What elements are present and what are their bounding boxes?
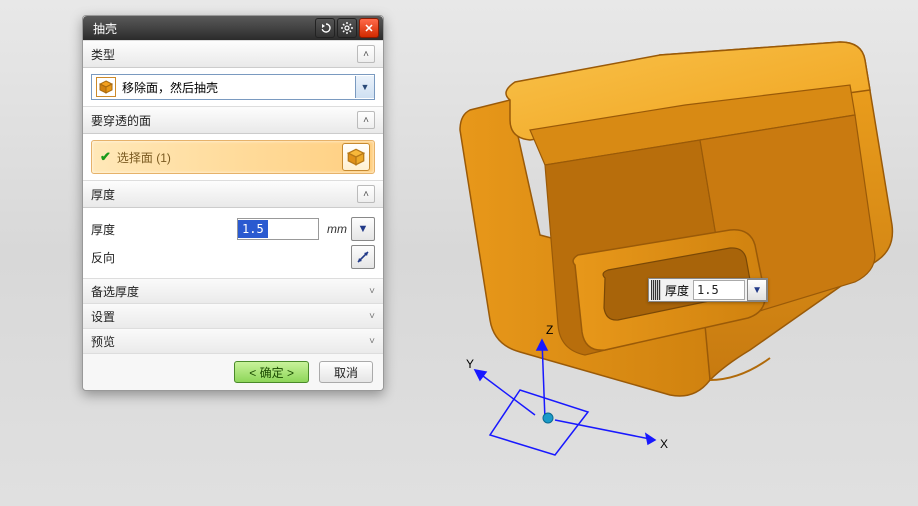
float-thickness-value[interactable]: 1.5	[693, 280, 745, 300]
reverse-label: 反向	[91, 249, 161, 266]
close-icon[interactable]: ✕	[359, 18, 379, 38]
drag-grip-icon[interactable]	[651, 280, 661, 300]
dialog-button-bar: < 确定 > 取消	[83, 353, 383, 390]
section-type-body: 移除面，然后抽壳 ▼	[83, 68, 383, 106]
axis-y-label: Y	[466, 357, 474, 371]
chevron-down-icon: ˅	[369, 336, 375, 347]
chevron-up-icon[interactable]: ˄	[357, 185, 375, 203]
face-selection-label: 选择面 (1)	[117, 149, 342, 166]
float-thickness-dropdown[interactable]: ▼	[747, 279, 767, 301]
face-selection-row[interactable]: ✔ 选择面 (1)	[91, 140, 375, 174]
section-faces-label: 要穿透的面	[91, 112, 357, 129]
cube-icon	[96, 77, 116, 97]
section-settings-label: 设置	[91, 308, 369, 325]
section-thickness-header[interactable]: 厚度 ˄	[83, 180, 383, 208]
axes-triad: X Y Z	[460, 320, 680, 470]
undo-icon[interactable]	[315, 18, 335, 38]
face-select-button[interactable]	[342, 143, 370, 171]
section-faces-body: ✔ 选择面 (1)	[83, 134, 383, 180]
float-thickness-label: 厚度	[665, 282, 689, 299]
reverse-direction-button[interactable]	[351, 245, 375, 269]
shell-dialog: 抽壳 ✕ 类型 ˄ 移除面，然后抽壳 ▼ 要穿透的面 ˄ ✔ 选择面 (1)	[82, 15, 384, 391]
thickness-float-tag[interactable]: 厚度 1.5 ▼	[648, 278, 768, 302]
cancel-button[interactable]: 取消	[319, 361, 373, 383]
gear-icon[interactable]	[337, 18, 357, 38]
chevron-down-icon[interactable]: ▼	[355, 76, 374, 98]
section-type-label: 类型	[91, 46, 357, 63]
section-type-header[interactable]: 类型 ˄	[83, 40, 383, 68]
dialog-titlebar[interactable]: 抽壳 ✕	[83, 16, 383, 40]
ok-button[interactable]: < 确定 >	[234, 361, 309, 383]
type-dropdown-label: 移除面，然后抽壳	[120, 79, 355, 96]
type-dropdown[interactable]: 移除面，然后抽壳 ▼	[91, 74, 375, 100]
section-thickness-body: 厚度 1.5 mm ▼ 反向	[83, 208, 383, 278]
section-thickness-label: 厚度	[91, 186, 357, 203]
chevron-up-icon[interactable]: ˄	[357, 45, 375, 63]
check-icon: ✔	[100, 149, 111, 165]
thickness-value: 1.5	[238, 220, 268, 238]
chevron-down-icon: ˅	[369, 286, 375, 297]
thickness-input[interactable]: 1.5	[237, 218, 319, 240]
thickness-dropdown-button[interactable]: ▼	[351, 217, 375, 241]
axis-x-label: X	[660, 437, 668, 451]
chevron-up-icon[interactable]: ˄	[357, 111, 375, 129]
thickness-unit: mm	[327, 222, 347, 236]
section-alt-label: 备选厚度	[91, 283, 369, 300]
thickness-label: 厚度	[91, 221, 161, 238]
section-preview-label: 预览	[91, 333, 369, 350]
axis-z-label: Z	[546, 323, 553, 337]
section-settings[interactable]: 设置 ˅	[83, 303, 383, 328]
dialog-title: 抽壳	[93, 20, 313, 37]
section-faces-header[interactable]: 要穿透的面 ˄	[83, 106, 383, 134]
chevron-down-icon: ˅	[369, 311, 375, 322]
section-preview[interactable]: 预览 ˅	[83, 328, 383, 353]
section-alt-thickness[interactable]: 备选厚度 ˅	[83, 278, 383, 303]
